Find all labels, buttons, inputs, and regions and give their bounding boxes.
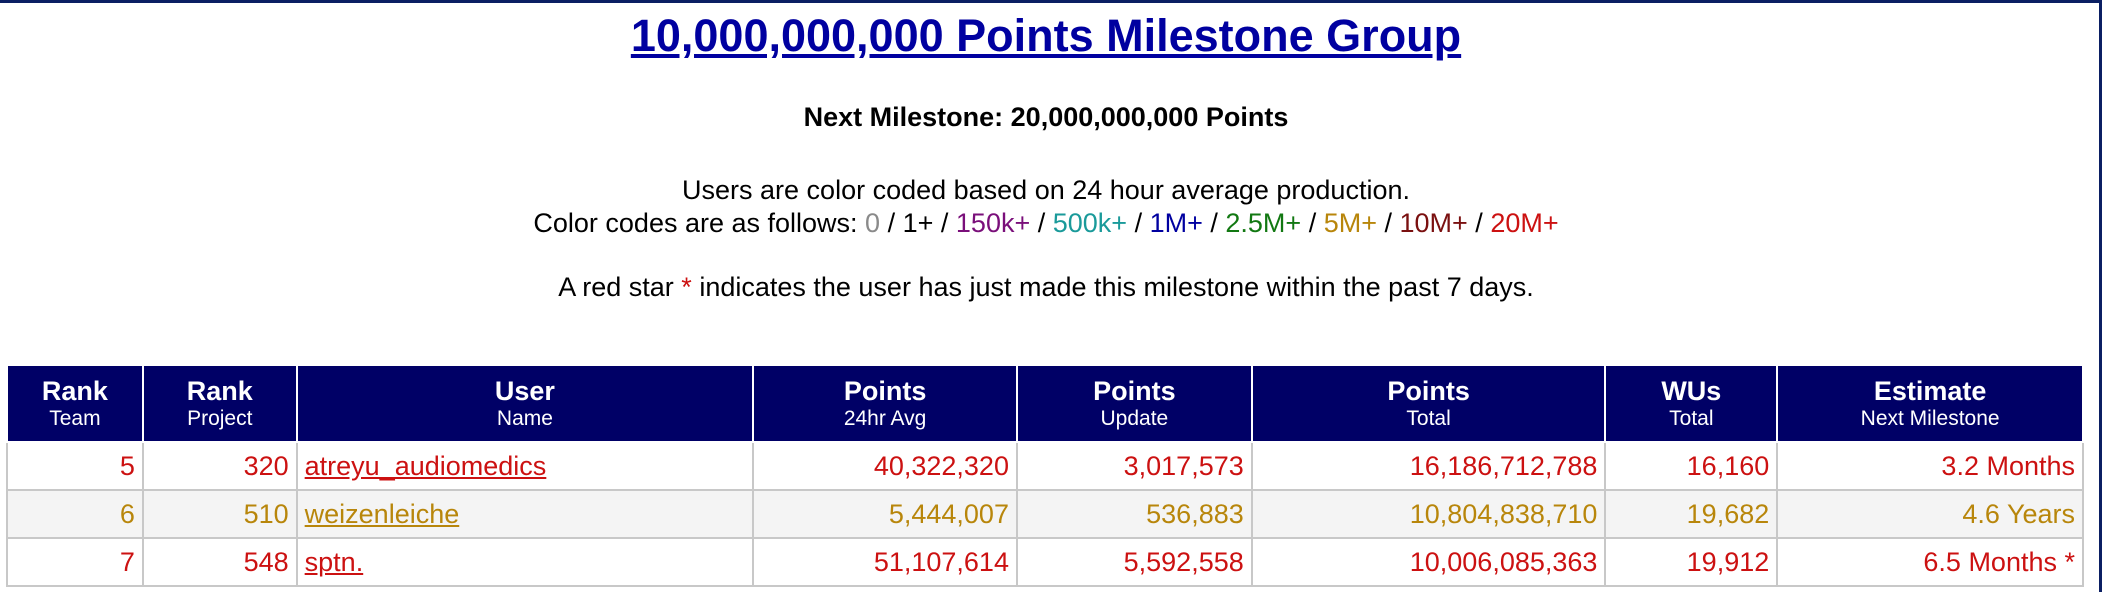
legend-prefix: Color codes are as follows: xyxy=(533,208,866,238)
right-border xyxy=(2099,0,2102,592)
cell-wus-total: 19,912 xyxy=(1604,537,1779,587)
cell-wus-total: 16,160 xyxy=(1604,441,1779,491)
code-5m: 5M+ xyxy=(1323,208,1377,238)
cell-points-total: 10,804,838,710 xyxy=(1250,489,1607,539)
table-row: 5 320 atreyu_audiomedics 40,322,320 3,01… xyxy=(6,441,2084,491)
cell-rank-project: 320 xyxy=(141,441,298,491)
code-1m: 1M+ xyxy=(1149,208,1203,238)
cell-points-update: 536,883 xyxy=(1015,489,1253,539)
header-user-name[interactable]: User Name xyxy=(295,364,755,443)
milestone-table: Rank Team Rank Project User Name Points 24hr… xyxy=(6,364,2084,587)
header-row: Rank Team Rank Project User Name Points 24hr… xyxy=(6,364,2084,443)
header-wus-total[interactable]: WUs Total xyxy=(1604,364,1779,443)
cell-wus-total: 19,682 xyxy=(1604,489,1779,539)
cell-points-total: 10,006,085,363 xyxy=(1250,537,1607,587)
cell-points-avg: 5,444,007 xyxy=(752,489,1018,539)
cell-estimate: 6.5 Months * xyxy=(1776,537,2084,587)
code-1-plus: 1+ xyxy=(902,208,934,238)
header-rank-team[interactable]: Rank Team xyxy=(6,364,144,443)
cell-rank-team: 6 xyxy=(6,489,144,539)
code-0: 0 xyxy=(865,208,881,238)
cell-estimate: 4.6 Years xyxy=(1776,489,2084,539)
cell-user: sptn. xyxy=(295,537,755,587)
cell-points-avg: 51,107,614 xyxy=(752,537,1018,587)
header-points-24hr-avg[interactable]: Points 24hr Avg xyxy=(752,364,1018,443)
cell-points-update: 3,017,573 xyxy=(1015,441,1253,491)
user-link[interactable]: atreyu_audiomedics xyxy=(304,450,547,481)
cell-points-total: 16,186,712,788 xyxy=(1250,441,1607,491)
next-milestone: Next Milestone: 20,000,000,000 Points xyxy=(803,102,1289,132)
title-link[interactable]: 10,000,000,000 Points Milestone Group xyxy=(630,10,1462,61)
cell-rank-project: 510 xyxy=(141,489,298,539)
cell-rank-team: 5 xyxy=(6,441,144,491)
code-10m: 10M+ xyxy=(1399,208,1468,238)
header-rank-project[interactable]: Rank Project xyxy=(141,364,298,443)
star-note: A red star * indicates the user has just… xyxy=(558,272,1534,302)
legend-codes: Color codes are as follows: 0 / 1+ / 150… xyxy=(533,208,1559,238)
cell-points-avg: 40,322,320 xyxy=(752,441,1018,491)
cell-rank-project: 548 xyxy=(141,537,298,587)
header-points-total[interactable]: Points Total xyxy=(1250,364,1607,443)
header-estimate[interactable]: Estimate Next Milestone xyxy=(1776,364,2084,443)
cell-points-update: 5,592,558 xyxy=(1015,537,1253,587)
cell-rank-team: 7 xyxy=(6,537,144,587)
top-border xyxy=(0,0,2102,3)
code-20m: 20M+ xyxy=(1490,208,1559,238)
user-link[interactable]: weizenleiche xyxy=(304,498,460,529)
header-points-update[interactable]: Points Update xyxy=(1015,364,1253,443)
code-500k: 500k+ xyxy=(1052,208,1128,238)
table-row: 7 548 sptn. 51,107,614 5,592,558 10,006,… xyxy=(6,537,2084,587)
legend-description: Users are color coded based on 24 hour a… xyxy=(682,175,1410,205)
cell-user: atreyu_audiomedics xyxy=(295,441,755,491)
code-150k: 150k+ xyxy=(955,208,1031,238)
color-legend: Users are color coded based on 24 hour a… xyxy=(0,174,2092,240)
code-2-5m: 2.5M+ xyxy=(1225,208,1302,238)
cell-estimate: 3.2 Months xyxy=(1776,441,2084,491)
page-title: 10,000,000,000 Points Milestone Group xyxy=(0,10,2092,62)
red-star-icon: * xyxy=(681,272,692,302)
table-row: 6 510 weizenleiche 5,444,007 536,883 10,… xyxy=(6,489,2084,539)
cell-user: weizenleiche xyxy=(295,489,755,539)
user-link[interactable]: sptn. xyxy=(304,546,364,577)
